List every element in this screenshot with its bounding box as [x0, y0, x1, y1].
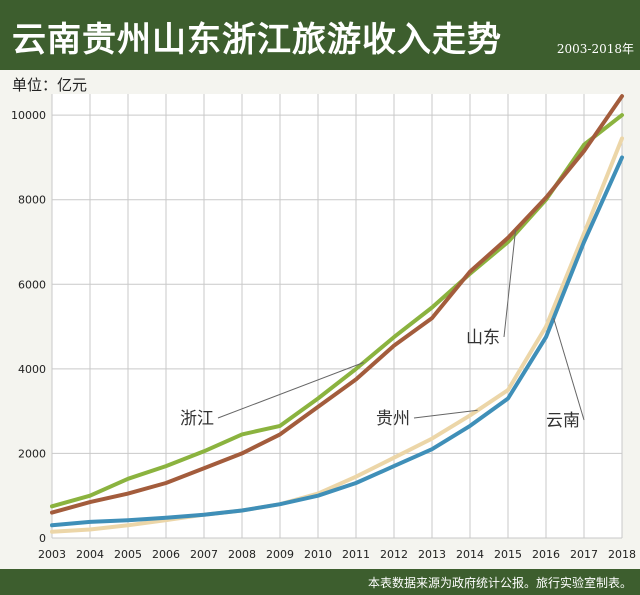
x-tick-label: 2006: [152, 548, 180, 561]
y-tick-label: 0: [39, 532, 46, 545]
unit-label: 单位：亿元: [12, 76, 88, 94]
y-tick-label: 4000: [18, 363, 46, 376]
series-label: 山东: [466, 328, 500, 348]
y-tick-label: 10000: [11, 109, 46, 122]
x-tick-label: 2008: [228, 548, 256, 561]
series-label-leader: [503, 229, 517, 338]
x-tick-label: 2018: [608, 548, 636, 561]
series-label-leader: [553, 317, 585, 421]
series-line: [50, 136, 624, 534]
series-line: [50, 113, 624, 509]
y-axis-ticks: 0 2000 4000 6000 8000 10000: [11, 109, 46, 545]
plot-area: [52, 94, 622, 538]
x-tick-label: 2017: [570, 548, 598, 561]
year-range: 2003-2018年: [556, 42, 634, 56]
x-tick-label: 2005: [114, 548, 142, 561]
x-tick-label: 2011: [342, 548, 370, 561]
y-tick-label: 6000: [18, 278, 46, 291]
series-label: 浙江: [180, 409, 214, 429]
header-bar: 云南贵州山东浙江旅游收入走势 2003-2018年: [0, 0, 640, 70]
x-axis-ticks: 2003 2004 2005 2006 2007 2008 2009 2010 2011 2012…: [38, 548, 636, 561]
x-tick-label: 2004: [76, 548, 104, 561]
series-lines: [50, 94, 624, 534]
x-tick-label: 2007: [190, 548, 218, 561]
x-tick-label: 2009: [266, 548, 294, 561]
series-label-leader: [217, 362, 364, 419]
source-note: 本表数据来源为政府统计公报。旅行实验室制表。: [367, 576, 632, 590]
x-tick-label: 2012: [380, 548, 408, 561]
series-label: 贵州: [376, 409, 410, 429]
x-tick-label: 2013: [418, 548, 446, 561]
series-label-leader: [413, 409, 478, 419]
y-tick-label: 2000: [18, 447, 46, 460]
page-title: 云南贵州山东浙江旅游收入走势: [12, 20, 502, 60]
series-line: [50, 94, 624, 515]
series-line: [50, 155, 624, 528]
x-tick-label: 2014: [456, 548, 484, 561]
x-tick-label: 2016: [532, 548, 560, 561]
x-tick-label: 2010: [304, 548, 332, 561]
footer-bar: 本表数据来源为政府统计公报。旅行实验室制表。: [0, 569, 640, 595]
x-tick-label: 2003: [38, 548, 66, 561]
y-tick-label: 8000: [18, 194, 46, 207]
grid: [51, 94, 623, 539]
x-tick-label: 2015: [494, 548, 522, 561]
series-label: 云南: [546, 411, 580, 431]
